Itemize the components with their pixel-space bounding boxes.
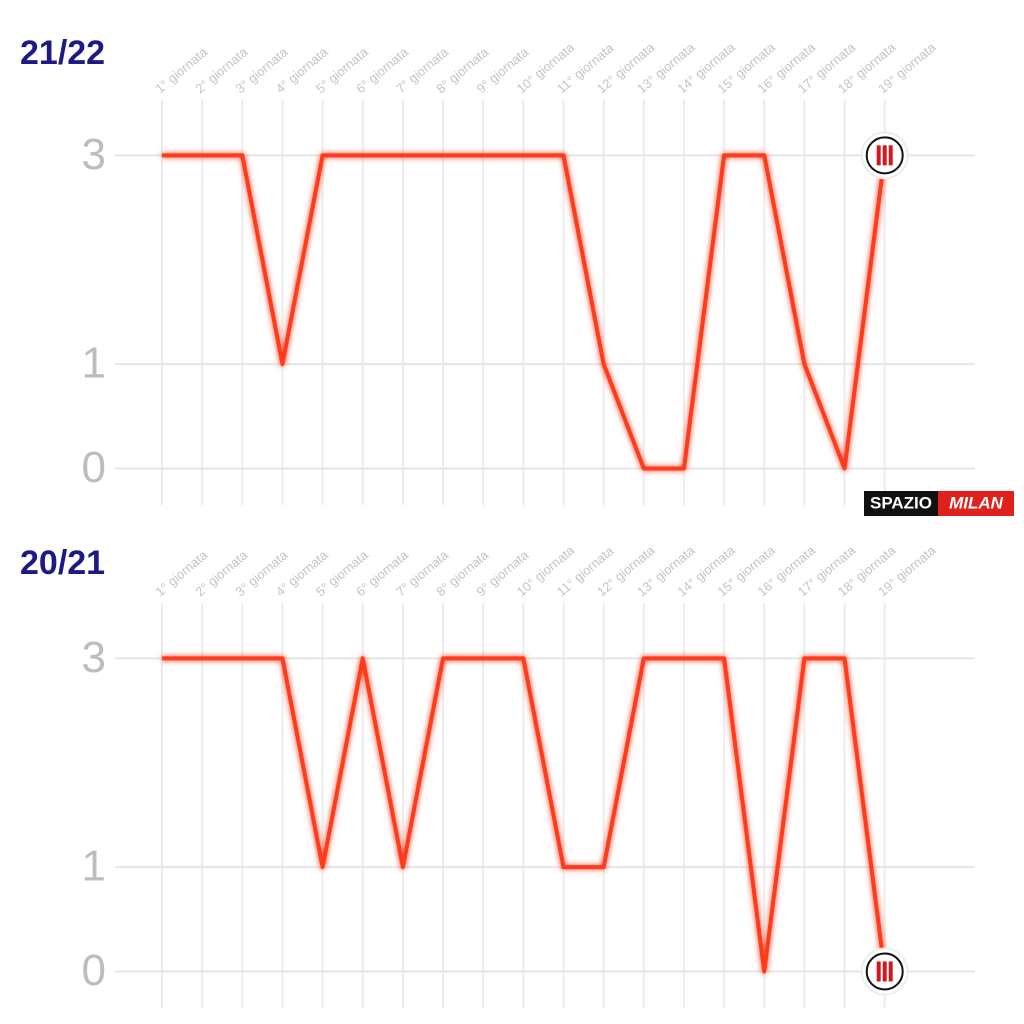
watermark-bg	[938, 491, 1014, 516]
y-tick-label: 0	[82, 443, 106, 492]
y-tick-label: 3	[82, 130, 106, 179]
watermark-right: MILAN	[949, 493, 1004, 512]
club-badge	[860, 131, 909, 180]
badge-stripe	[876, 961, 881, 982]
watermark-left: SPAZIO	[870, 493, 932, 512]
y-tick-label: 1	[82, 339, 106, 388]
y-tick-label: 1	[82, 842, 106, 891]
club-badge	[860, 947, 909, 996]
badge-stripe	[882, 145, 887, 166]
data-line	[162, 153, 887, 471]
badge-stripe	[882, 961, 887, 982]
watermark: SPAZIO MILAN	[864, 491, 1014, 516]
badge-stripe	[888, 145, 893, 166]
data-line	[162, 656, 887, 974]
watermark-bg	[864, 491, 938, 516]
badge-stripe	[876, 145, 881, 166]
chart-title: 21/22	[20, 34, 105, 72]
y-tick-label: 3	[82, 633, 106, 682]
chart-title: 20/21	[20, 544, 105, 582]
badge-stripe	[888, 961, 893, 982]
y-tick-label: 0	[82, 946, 106, 995]
